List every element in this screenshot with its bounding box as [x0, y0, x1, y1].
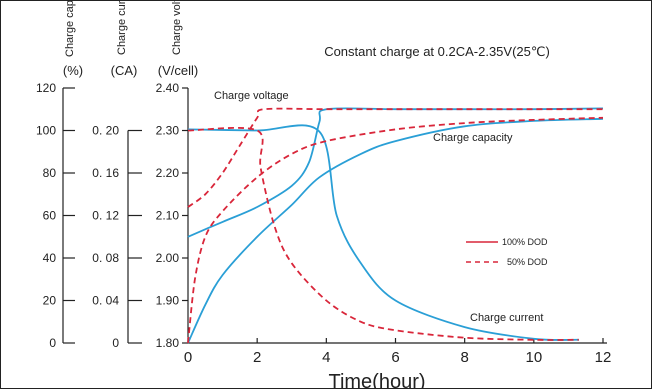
voltage-tick-label: 2.10 [156, 209, 180, 223]
x-tick-label: 4 [322, 349, 330, 366]
capacity-unit: (%) [63, 63, 83, 78]
legend-label-50-dod: 50% DOD [507, 257, 548, 267]
annotation-charge-capacity: Charge capacity [433, 132, 513, 144]
current-tick-label: 0. 20 [92, 124, 119, 138]
capacity-tick-label: 40 [43, 251, 57, 265]
series-voltage-50-dod [187, 107, 603, 208]
voltage-tick-label: 2.20 [156, 166, 180, 180]
voltage-unit: (V/cell) [158, 63, 198, 78]
capacity-axis-label: Charge capacity [64, 0, 76, 57]
chart-title: Constant charge at 0.2CA-2.35V(25℃) [324, 44, 550, 59]
voltage-tick-label: 1.90 [156, 294, 180, 308]
x-tick-label: 2 [253, 349, 261, 366]
current-unit: (CA) [111, 63, 138, 78]
annotation-charge-current: Charge current [470, 312, 543, 324]
annotation-charge-voltage: Charge voltage [214, 90, 289, 102]
data-series [187, 107, 604, 344]
current-axis-label: Charge current [116, 0, 128, 55]
legend-label-100-dod: 100% DOD [502, 237, 548, 247]
current-tick-label: 0. 12 [92, 209, 119, 223]
capacity-tick-label: 60 [43, 209, 57, 223]
capacity-tick-label: 20 [43, 294, 57, 308]
capacity-tick-label: 80 [43, 166, 57, 180]
voltage-tick-label: 1.80 [156, 336, 180, 350]
voltage-tick-label: 2.00 [156, 251, 180, 265]
current-tick-label: 0. 04 [92, 294, 119, 308]
axes [62, 87, 607, 344]
series-capacity-100-dod [187, 117, 604, 344]
voltage-tick-label: 2.30 [156, 124, 180, 138]
x-tick-label: 8 [460, 349, 468, 366]
series-capacity-50-dod [187, 116, 604, 344]
voltage-tick-label: 2.40 [156, 81, 180, 95]
legend: 100% DOD 50% DOD [466, 237, 548, 267]
current-tick-label: 0 [112, 336, 119, 350]
x-tick-label: 12 [595, 349, 612, 366]
series-voltage-100-dod [187, 107, 604, 238]
x-tick-label: 0 [184, 349, 192, 366]
capacity-tick-label: 120 [36, 81, 56, 95]
voltage-axis-label: Charge voltage [171, 0, 183, 55]
capacity-tick-label: 0 [49, 336, 56, 350]
current-tick-label: 0. 08 [92, 251, 119, 265]
series-current-100-dod [187, 124, 579, 341]
current-tick-label: 0. 16 [92, 166, 119, 180]
x-axis-label: Time(hour) [328, 371, 425, 389]
x-tick-label: 10 [525, 349, 542, 366]
x-tick-label: 6 [391, 349, 399, 366]
series-current-50-dod [187, 126, 579, 341]
capacity-tick-label: 100 [36, 124, 56, 138]
